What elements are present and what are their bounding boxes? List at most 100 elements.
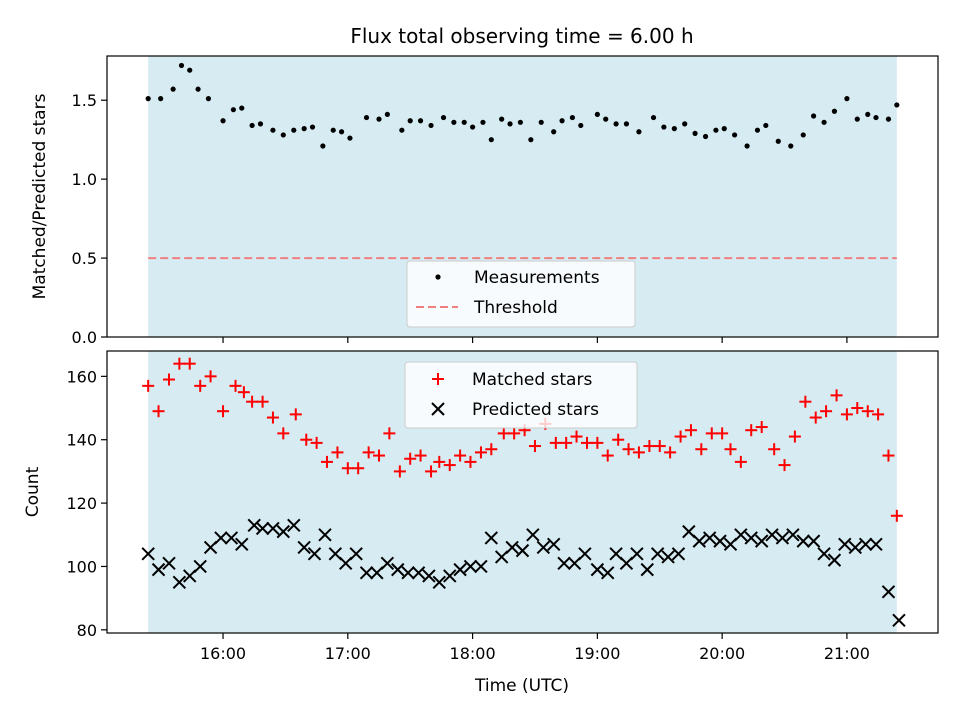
measurement-point xyxy=(407,118,413,124)
matched-star-point xyxy=(643,440,656,453)
measurement-point xyxy=(692,130,698,136)
predicted-star-point xyxy=(858,537,873,551)
matched-star-point xyxy=(612,433,625,446)
measurement-point xyxy=(469,124,476,130)
matched-star-point xyxy=(705,427,718,440)
matched-star-point xyxy=(809,411,822,424)
matched-star-point xyxy=(622,443,635,456)
matched-star-point xyxy=(861,405,874,418)
y-tick-label: 140 xyxy=(66,431,97,450)
matched-star-point xyxy=(508,427,521,440)
matched-star-point xyxy=(745,424,758,437)
matched-star-point xyxy=(632,446,645,459)
measurement-point xyxy=(195,86,201,92)
measurement-point xyxy=(440,114,447,121)
predicted-star-point xyxy=(775,531,790,545)
predicted-star-point xyxy=(869,537,883,551)
measurement-point xyxy=(220,118,226,124)
predicted-star-point xyxy=(484,531,499,545)
measurement-point xyxy=(671,126,677,132)
matched-star-point xyxy=(497,427,510,440)
measurement-point xyxy=(844,96,850,102)
predicted-star-point xyxy=(630,547,644,561)
predicted-star-point xyxy=(422,569,436,583)
measurement-point xyxy=(178,62,185,69)
matched-star-point xyxy=(716,427,729,440)
legend-measurements-label: Measurements xyxy=(474,268,600,288)
measurement-point xyxy=(488,137,494,143)
predicted-star-point xyxy=(734,528,748,542)
y-tick-label: 1.0 xyxy=(72,170,97,189)
matched-star-point xyxy=(217,405,230,418)
matched-star-point xyxy=(528,440,541,453)
y-tick-label: 120 xyxy=(66,494,97,513)
matched-star-point xyxy=(142,379,155,392)
measurement-point xyxy=(270,127,276,133)
measurement-point xyxy=(551,129,557,135)
predicted-star-point xyxy=(892,613,906,628)
y-tick-label: 80 xyxy=(77,621,97,640)
measurement-point xyxy=(507,121,513,127)
x-tick-label: 18:00 xyxy=(450,644,496,663)
measurement-point xyxy=(854,116,860,122)
matched-star-point xyxy=(300,433,313,446)
matched-star-point xyxy=(724,443,737,456)
predicted-star-point xyxy=(411,566,426,580)
measurement-point xyxy=(788,143,794,149)
chart-title: Flux total observing time = 6.00 h xyxy=(350,24,693,48)
matched-star-point xyxy=(237,386,250,399)
matched-star-point xyxy=(373,449,386,462)
matched-star-point xyxy=(474,446,487,459)
measurement-point xyxy=(517,119,523,125)
measurement-point xyxy=(594,111,600,118)
matched-star-point xyxy=(331,446,344,459)
measurement-point xyxy=(376,116,382,122)
predicted-star-point xyxy=(235,537,249,551)
matched-star-point xyxy=(425,465,438,478)
measurement-point xyxy=(528,137,534,143)
bottom-axes-frame xyxy=(106,350,939,634)
measurement-point xyxy=(428,122,434,129)
predicted-star-point xyxy=(640,562,654,577)
matched-star-point xyxy=(851,402,864,415)
predicted-star-point xyxy=(536,540,551,555)
measurement-point xyxy=(320,143,326,149)
measurement-point xyxy=(744,143,750,149)
measurement-point xyxy=(170,86,176,92)
predicted-star-point xyxy=(590,562,605,577)
measurement-point xyxy=(661,124,667,130)
legend-predicted-label: Predicted stars xyxy=(472,400,599,420)
legend-threshold-label: Threshold xyxy=(473,298,558,318)
measurement-point xyxy=(713,127,719,133)
measurement-point xyxy=(187,67,193,73)
predicted-star-point xyxy=(881,585,896,599)
matched-star-point xyxy=(799,395,812,408)
predicted-star-point xyxy=(505,540,519,555)
measurement-point xyxy=(623,121,630,127)
measurement-point xyxy=(821,119,827,125)
measurement-point xyxy=(682,121,688,127)
matched-star-point xyxy=(872,408,885,421)
predicted-star-point xyxy=(141,547,155,561)
predicted-stars-layer xyxy=(141,518,906,628)
measurement-point xyxy=(831,108,838,114)
matched-star-point xyxy=(570,430,583,443)
measurement-point xyxy=(885,116,892,122)
bottom-y-axis-label: Count xyxy=(23,466,43,517)
measurement-point xyxy=(702,133,709,140)
matched-star-point xyxy=(352,462,365,475)
predicted-star-point xyxy=(817,547,831,561)
predicted-star-point xyxy=(796,534,810,548)
predicted-star-point xyxy=(380,556,395,570)
matched-star-point xyxy=(734,455,747,468)
matched-star-point xyxy=(414,449,427,462)
top-y-ticks: 0.0 0.5 1.0 1.5 xyxy=(72,91,107,347)
predicted-star-point xyxy=(692,534,707,548)
matched-star-point xyxy=(695,443,708,456)
measurement-point xyxy=(894,102,900,108)
predicted-star-point xyxy=(702,531,717,545)
measurement-point xyxy=(732,132,738,138)
measurement-point xyxy=(569,114,576,121)
matched-star-point xyxy=(289,408,302,421)
matched-star-point xyxy=(256,395,269,408)
